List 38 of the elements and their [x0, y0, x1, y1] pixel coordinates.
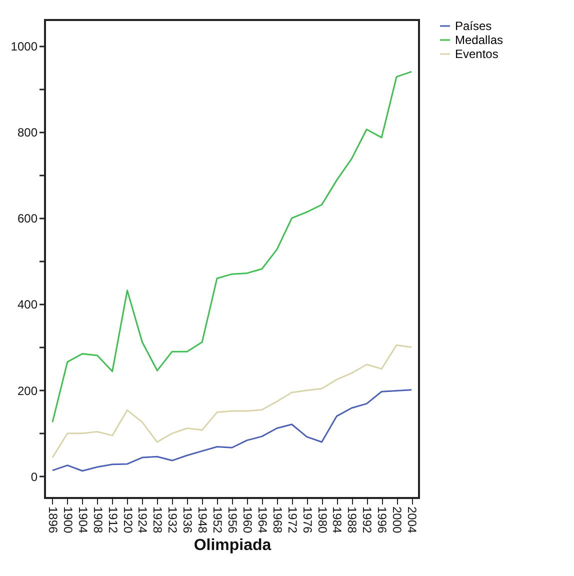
y-tick-label: 1000 — [10, 39, 38, 54]
x-tick-label: 1972 — [285, 506, 300, 534]
x-tick-label: 1908 — [90, 506, 105, 534]
line-series — [52, 344, 412, 458]
x-tick-label: 1984 — [330, 506, 344, 534]
x-tick-label: 1928 — [150, 506, 165, 534]
x-tick-label: 1960 — [240, 506, 254, 534]
x-tick-label: 1948 — [196, 506, 210, 534]
y-tick-label: 200 — [17, 384, 38, 398]
x-tick-label: 1968 — [270, 506, 284, 534]
y-tick-label: 600 — [17, 212, 38, 226]
x-tick-label: 1952 — [210, 506, 225, 534]
x-tick-label: 1936 — [180, 506, 195, 534]
x-tick-label: 2004 — [405, 506, 420, 534]
legend-label: Eventos — [455, 47, 498, 61]
x-tick-label: 1956 — [226, 506, 240, 534]
x-tick-label: 1924 — [136, 506, 150, 534]
x-tick-label: 1932 — [166, 506, 180, 534]
legend-label: Medallas — [455, 33, 504, 47]
y-tick-label: 0 — [30, 470, 38, 484]
x-tick-label: 2000 — [390, 506, 404, 534]
line-series — [52, 389, 412, 472]
x-tick-label: 1920 — [120, 506, 135, 534]
line-series — [52, 70, 412, 423]
x-tick-label: 1996 — [375, 506, 390, 534]
x-tick-label: 1900 — [60, 506, 75, 534]
x-tick-label: 1988 — [345, 506, 360, 534]
x-axis-title: Olimpiada — [194, 537, 272, 554]
legend-label: Países — [455, 19, 492, 33]
x-tick-label: 1964 — [255, 506, 270, 534]
x-tick-label: 1912 — [106, 506, 120, 534]
y-tick-label: 800 — [17, 125, 38, 140]
x-tick-label: 1980 — [315, 506, 330, 534]
y-tick-label: 400 — [17, 298, 38, 312]
x-tick-label: 1896 — [46, 506, 60, 534]
x-tick-label: 1992 — [360, 506, 374, 534]
x-tick-label: 1976 — [300, 506, 314, 534]
x-tick-label: 1904 — [76, 506, 90, 534]
